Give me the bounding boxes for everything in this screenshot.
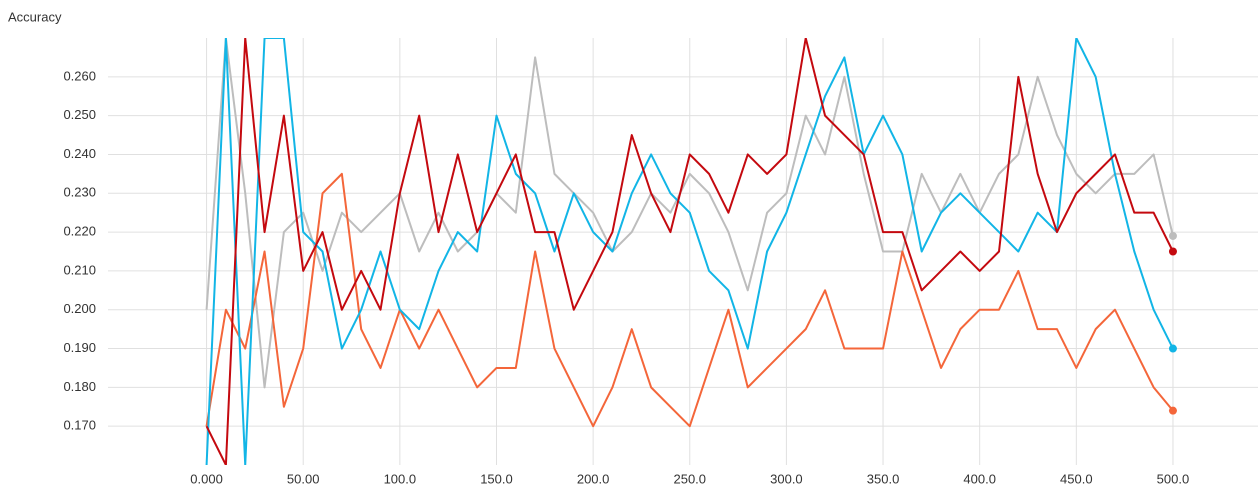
end-point	[1168, 344, 1177, 353]
series-line	[205, 172, 1174, 428]
x-tick-label: 50.00	[287, 471, 320, 486]
y-tick-label: 0.200	[63, 301, 96, 316]
y-tick-label: 0.260	[63, 68, 96, 83]
x-tick-label: 100.0	[384, 471, 417, 486]
end-point	[1168, 231, 1177, 240]
series-line	[205, 38, 1174, 389]
x-tick-label: 0.000	[190, 471, 223, 486]
y-tick-label: 0.250	[63, 107, 96, 122]
y-tick-label: 0.210	[63, 262, 96, 277]
series-line	[205, 38, 1174, 465]
x-tick-label: 250.0	[673, 471, 706, 486]
x-tick-label: 150.0	[480, 471, 513, 486]
x-tick-label: 450.0	[1060, 471, 1093, 486]
y-tick-label: 0.180	[63, 379, 96, 394]
x-tick-label: 500.0	[1157, 471, 1190, 486]
y-tick-label: 0.230	[63, 185, 96, 200]
x-tick-label: 300.0	[770, 471, 803, 486]
x-tick-label: 200.0	[577, 471, 610, 486]
end-point	[1168, 247, 1177, 256]
chart-title: Accuracy	[8, 9, 62, 24]
x-tick-label: 350.0	[867, 471, 900, 486]
y-tick-label: 0.190	[63, 340, 96, 355]
plot-area	[205, 38, 1174, 465]
x-tick-label: 400.0	[963, 471, 996, 486]
y-tick-label: 0.240	[63, 146, 96, 161]
series-line	[205, 38, 1174, 465]
end-point	[1168, 406, 1177, 415]
y-tick-label: 0.220	[63, 224, 96, 239]
y-tick-label: 0.170	[63, 418, 96, 433]
